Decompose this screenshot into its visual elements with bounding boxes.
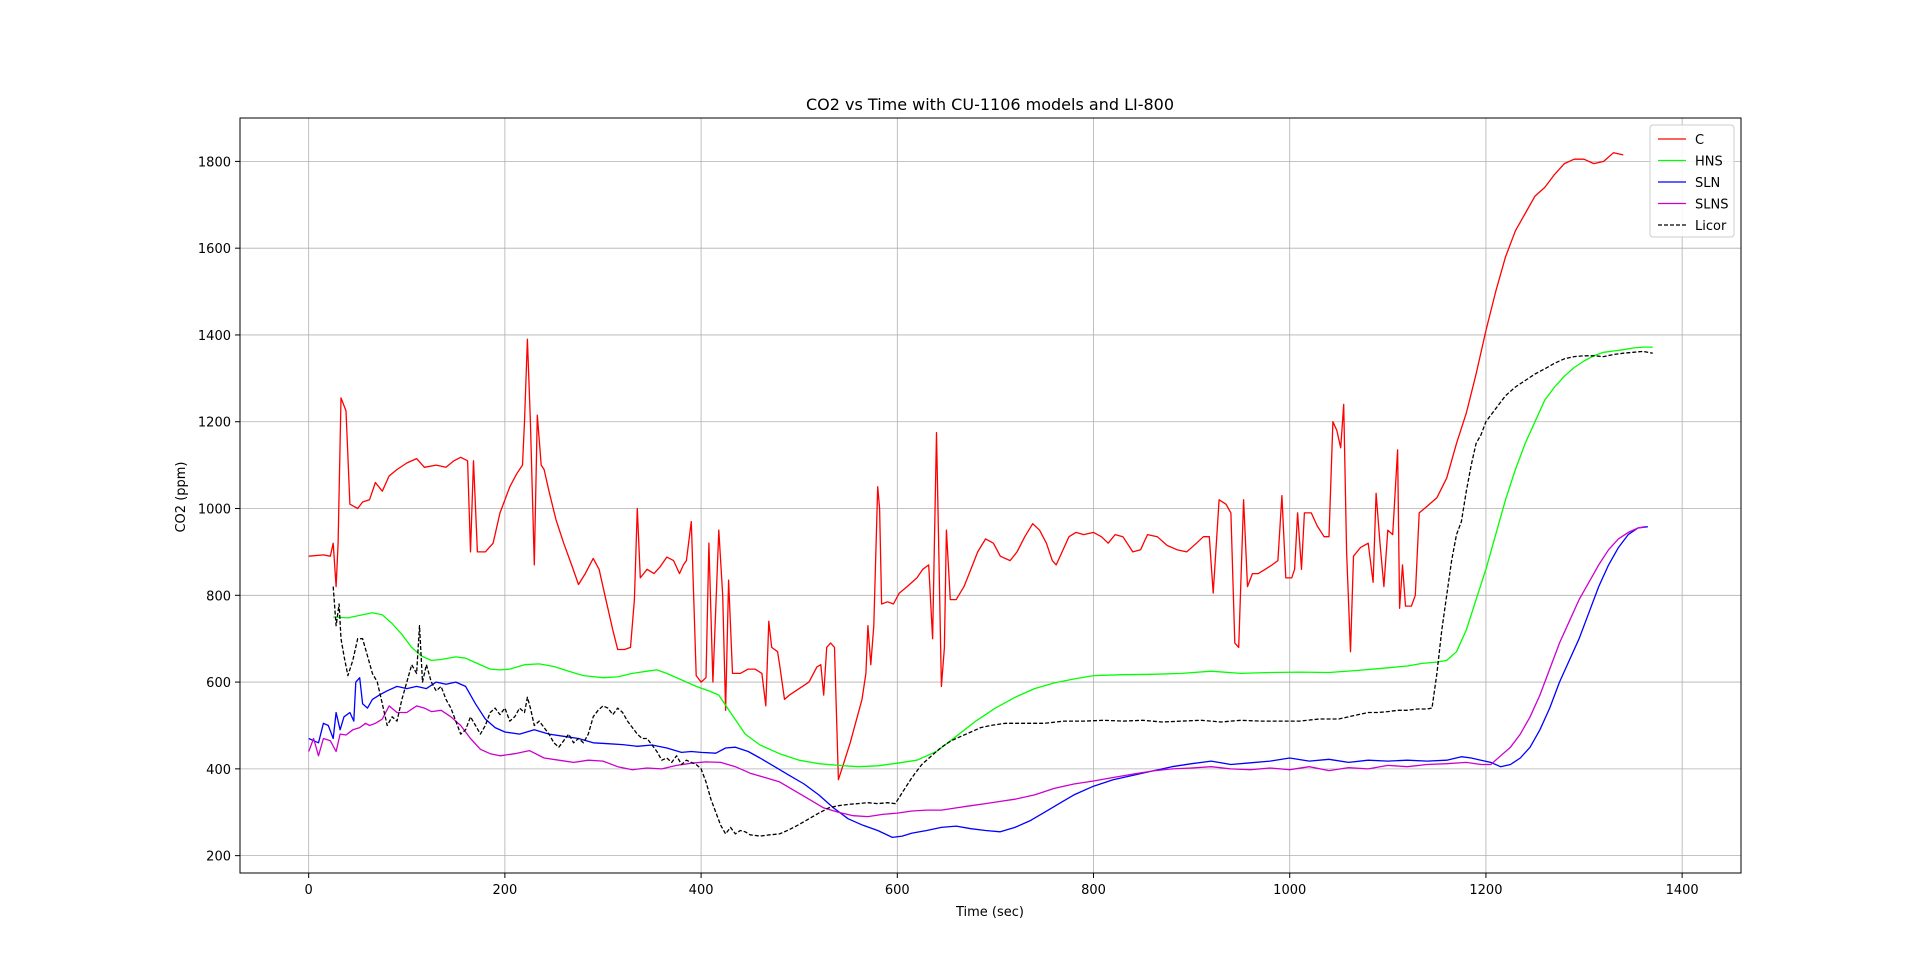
legend-label-licor: Licor xyxy=(1695,219,1727,234)
legend-label-hns: HNS xyxy=(1695,155,1723,170)
legend-label-sln: SLN xyxy=(1695,176,1720,191)
legend-label-slns: SLNS xyxy=(1695,198,1728,213)
y-tick-label: 400 xyxy=(206,763,231,778)
axis-ticks: 0 200 400 600 800 1000 1200 1400 200 400 600 800 100… xyxy=(198,155,1699,898)
chart-title: CO2 vs Time with CU-1106 models and LI-8… xyxy=(806,95,1174,114)
x-tick-label: 200 xyxy=(492,883,517,898)
series-line-licor xyxy=(332,350,1653,837)
grid-lines xyxy=(240,118,1741,873)
y-tick-label: 1000 xyxy=(198,503,231,518)
x-tick-label: 1000 xyxy=(1273,883,1306,898)
x-tick-label: 0 xyxy=(305,883,313,898)
y-tick-label: 1200 xyxy=(198,416,231,431)
y-tick-label: 1400 xyxy=(198,329,231,344)
y-tick-label: 600 xyxy=(206,676,231,691)
y-tick-label: 1600 xyxy=(198,242,231,257)
plot-area-frame xyxy=(239,117,1742,874)
series-line-hns xyxy=(333,346,1653,768)
series-line-slns xyxy=(308,526,1646,818)
series-line-sln xyxy=(308,526,1648,839)
x-tick-label: 1400 xyxy=(1666,883,1699,898)
legend: C HNS SLN SLNS Licor xyxy=(1649,124,1735,238)
y-axis-label: CO2 (ppm) xyxy=(174,461,189,532)
series-lines xyxy=(308,152,1653,839)
x-tick-label: 600 xyxy=(885,883,910,898)
series-line-c xyxy=(308,152,1624,781)
x-tick-label: 400 xyxy=(689,883,714,898)
x-tick-label: 1200 xyxy=(1469,883,1502,898)
y-tick-label: 200 xyxy=(206,850,231,865)
legend-label-c: C xyxy=(1695,133,1704,148)
x-tick-label: 800 xyxy=(1081,883,1106,898)
y-tick-label: 800 xyxy=(206,589,231,604)
x-axis-label: Time (sec) xyxy=(955,905,1024,920)
y-tick-label: 1800 xyxy=(198,155,231,170)
legend-box xyxy=(1649,124,1735,238)
